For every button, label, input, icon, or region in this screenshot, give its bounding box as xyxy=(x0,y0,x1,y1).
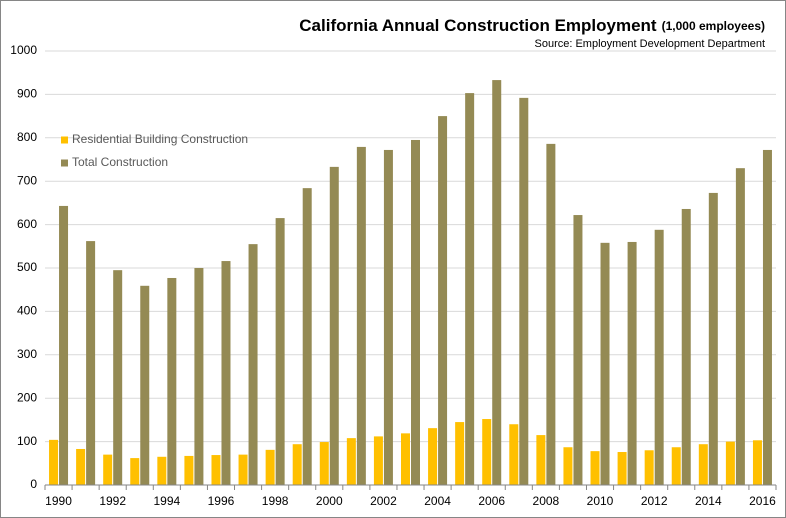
chart-title-unit: (1,000 employees) xyxy=(662,19,765,33)
legend-swatch xyxy=(61,136,68,144)
bar xyxy=(238,454,248,485)
bar xyxy=(600,242,610,485)
x-tick-label: 1996 xyxy=(208,494,235,508)
bar xyxy=(346,438,356,485)
bar xyxy=(573,215,583,485)
x-tick-label: 2008 xyxy=(533,494,560,508)
y-tick-label: 0 xyxy=(30,477,37,491)
bar xyxy=(725,441,735,485)
x-tick-label: 1994 xyxy=(153,494,180,508)
bar xyxy=(762,149,772,485)
bar xyxy=(302,188,312,486)
bar xyxy=(465,93,475,486)
bar xyxy=(492,80,502,485)
bar xyxy=(455,422,465,485)
bar xyxy=(681,208,691,485)
bar xyxy=(708,192,718,485)
bar xyxy=(438,116,448,485)
y-tick-label: 700 xyxy=(17,173,37,187)
bar xyxy=(113,270,123,485)
bar xyxy=(292,444,302,485)
y-tick-label: 100 xyxy=(17,434,37,448)
bar xyxy=(140,285,150,485)
bar xyxy=(184,455,194,485)
bar xyxy=(735,168,745,485)
y-tick-label: 400 xyxy=(17,304,37,318)
x-tick-label: 2012 xyxy=(641,494,668,508)
bar xyxy=(519,97,529,485)
bar xyxy=(221,261,231,485)
bar xyxy=(103,454,113,485)
x-tick-label: 2014 xyxy=(695,494,722,508)
bar xyxy=(563,447,573,485)
bar xyxy=(265,449,275,485)
bar xyxy=(275,218,285,485)
y-tick-label: 1000 xyxy=(10,43,37,57)
chart-title: California Annual Construction Employmen… xyxy=(299,16,657,35)
bar xyxy=(590,451,600,485)
bar xyxy=(627,241,637,485)
legend-label: Total Construction xyxy=(72,155,168,169)
bar xyxy=(617,452,627,485)
bar xyxy=(86,241,96,485)
bar xyxy=(76,448,86,485)
x-tick-label: 1990 xyxy=(45,494,72,508)
chart-title-group: California Annual Construction Employmen… xyxy=(299,16,765,35)
x-tick-label: 2000 xyxy=(316,494,343,508)
bar xyxy=(698,444,708,485)
bar xyxy=(546,143,556,485)
bar xyxy=(157,456,167,485)
bar xyxy=(319,442,329,485)
bar xyxy=(211,455,221,485)
bar xyxy=(482,419,492,485)
bar xyxy=(194,268,204,485)
bar xyxy=(373,436,383,485)
bar xyxy=(167,277,177,485)
bar xyxy=(671,447,681,485)
x-tick-label: 2006 xyxy=(478,494,505,508)
y-tick-label: 500 xyxy=(17,260,37,274)
bar xyxy=(59,205,69,486)
bar xyxy=(654,229,664,485)
y-tick-label: 600 xyxy=(17,217,37,231)
bar xyxy=(130,458,140,485)
chart-subtitle: Source: Employment Development Departmen… xyxy=(535,38,766,50)
bar xyxy=(644,450,654,485)
x-tick-label: 2004 xyxy=(424,494,451,508)
x-tick-label: 2016 xyxy=(749,494,776,508)
x-tick-label: 2002 xyxy=(370,494,397,508)
legend-label: Residential Building Construction xyxy=(72,132,248,146)
bar xyxy=(329,166,339,486)
bar xyxy=(536,435,546,485)
y-tick-label: 300 xyxy=(17,347,37,361)
bar xyxy=(401,433,410,485)
bar xyxy=(428,428,438,485)
bar xyxy=(411,139,420,485)
x-tick-label: 2010 xyxy=(587,494,614,508)
x-tick-label: 1992 xyxy=(99,494,126,508)
y-tick-label: 800 xyxy=(17,130,37,144)
y-tick-label: 900 xyxy=(17,87,37,101)
legend-swatch xyxy=(61,159,68,167)
bar xyxy=(248,244,258,485)
bar xyxy=(356,146,366,485)
bar xyxy=(49,439,59,485)
bar xyxy=(383,149,393,485)
y-tick-label: 200 xyxy=(17,390,37,404)
x-tick-label: 1998 xyxy=(262,494,289,508)
bar xyxy=(509,424,519,485)
bar xyxy=(752,440,762,485)
